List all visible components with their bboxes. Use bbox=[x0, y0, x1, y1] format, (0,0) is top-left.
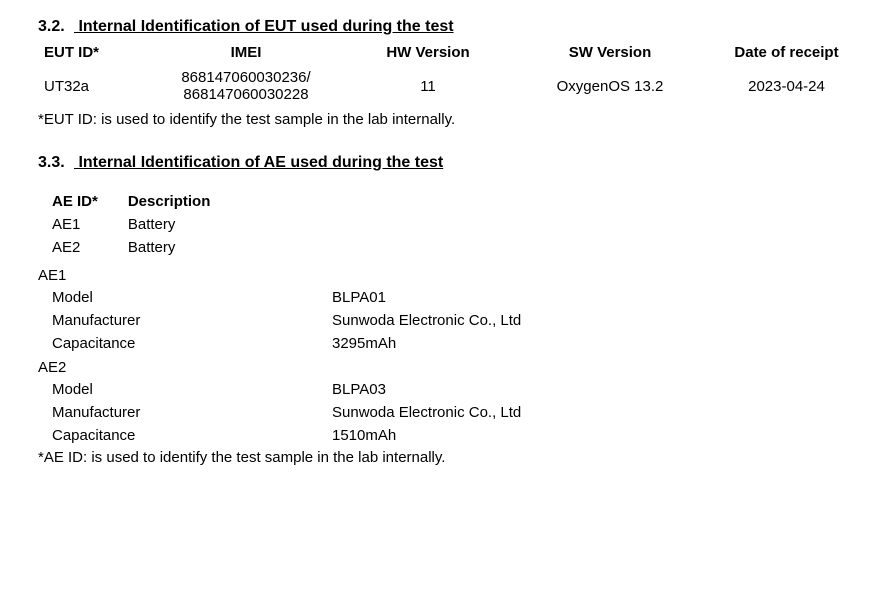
eut-footnote: *EUT ID: is used to identify the test sa… bbox=[38, 111, 857, 128]
section-3-3-heading: 3.3. Internal Identification of AE used … bbox=[38, 154, 857, 172]
ae-detail-row: Model BLPA01 bbox=[52, 286, 521, 309]
section-3-3-title: Internal Identification of AE used durin… bbox=[78, 154, 443, 171]
section-3-2-number: 3.2. bbox=[38, 18, 74, 36]
eut-imei-line1: 868147060030236/ bbox=[146, 69, 346, 86]
eut-cell-sw: OxygenOS 13.2 bbox=[504, 67, 716, 109]
ae1-capacitance: 3295mAh bbox=[332, 332, 521, 355]
section-3-2-title: Internal Identification of EUT used duri… bbox=[78, 18, 453, 35]
ae-detail-key-model: Model bbox=[52, 378, 332, 401]
ae-detail-row: Manufacturer Sunwoda Electronic Co., Ltd bbox=[52, 309, 521, 332]
ae2-manufacturer: Sunwoda Electronic Co., Ltd bbox=[332, 401, 521, 424]
ae-detail-row: Capacitance 1510mAh bbox=[52, 424, 521, 447]
ae1-detail-table: Model BLPA01 Manufacturer Sunwoda Electr… bbox=[52, 286, 521, 355]
ae-footnote: *AE ID: is used to identify the test sam… bbox=[38, 449, 857, 466]
eut-cell-imei: 868147060030236/ 868147060030228 bbox=[140, 67, 352, 109]
ae-detail-key-model: Model bbox=[52, 286, 332, 309]
ae-detail-key-manufacturer: Manufacturer bbox=[52, 309, 332, 332]
eut-cell-id: UT32a bbox=[38, 67, 140, 109]
ae-list-cell-id: AE2 bbox=[52, 236, 128, 259]
ae-list-row: AE1 Battery bbox=[52, 213, 240, 236]
ae2-label: AE2 bbox=[38, 357, 857, 378]
ae-detail-row: Manufacturer Sunwoda Electronic Co., Ltd bbox=[52, 401, 521, 424]
ae-list-row: AE2 Battery bbox=[52, 236, 240, 259]
ae2-detail-table: Model BLPA03 Manufacturer Sunwoda Electr… bbox=[52, 378, 521, 447]
eut-header-imei: IMEI bbox=[140, 40, 352, 67]
ae-list-header-row: AE ID* Description bbox=[52, 190, 240, 213]
ae-list-cell-desc: Battery bbox=[128, 236, 241, 259]
ae-list-header-desc: Description bbox=[128, 190, 241, 213]
ae-detail-key-manufacturer: Manufacturer bbox=[52, 401, 332, 424]
eut-cell-date: 2023-04-24 bbox=[716, 67, 857, 109]
section-3-2-heading: 3.2. Internal Identification of EUT used… bbox=[38, 18, 857, 36]
ae1-label: AE1 bbox=[38, 265, 857, 286]
ae-list-table: AE ID* Description AE1 Battery AE2 Batte… bbox=[52, 190, 240, 259]
ae1-manufacturer: Sunwoda Electronic Co., Ltd bbox=[332, 309, 521, 332]
section-3-3-number: 3.3. bbox=[38, 154, 74, 172]
ae-detail-row: Capacitance 3295mAh bbox=[52, 332, 521, 355]
eut-header-date: Date of receipt bbox=[716, 40, 857, 67]
eut-table: EUT ID* IMEI HW Version SW Version Date … bbox=[38, 40, 857, 109]
eut-table-row: UT32a 868147060030236/ 868147060030228 1… bbox=[38, 67, 857, 109]
ae-detail-row: Model BLPA03 bbox=[52, 378, 521, 401]
ae-list-header-id: AE ID* bbox=[52, 190, 128, 213]
eut-imei-line2: 868147060030228 bbox=[146, 86, 346, 103]
eut-header-sw: SW Version bbox=[504, 40, 716, 67]
ae-list-cell-desc: Battery bbox=[128, 213, 241, 236]
ae2-capacitance: 1510mAh bbox=[332, 424, 521, 447]
ae2-model: BLPA03 bbox=[332, 378, 521, 401]
eut-table-header-row: EUT ID* IMEI HW Version SW Version Date … bbox=[38, 40, 857, 67]
ae1-block: AE1 Model BLPA01 Manufacturer Sunwoda El… bbox=[38, 265, 857, 355]
ae1-model: BLPA01 bbox=[332, 286, 521, 309]
ae2-block: AE2 Model BLPA03 Manufacturer Sunwoda El… bbox=[38, 357, 857, 447]
eut-header-hw: HW Version bbox=[352, 40, 504, 67]
eut-cell-hw: 11 bbox=[352, 67, 504, 109]
ae-detail-key-capacitance: Capacitance bbox=[52, 332, 332, 355]
ae-list-cell-id: AE1 bbox=[52, 213, 128, 236]
ae-detail-key-capacitance: Capacitance bbox=[52, 424, 332, 447]
eut-header-id: EUT ID* bbox=[38, 40, 140, 67]
